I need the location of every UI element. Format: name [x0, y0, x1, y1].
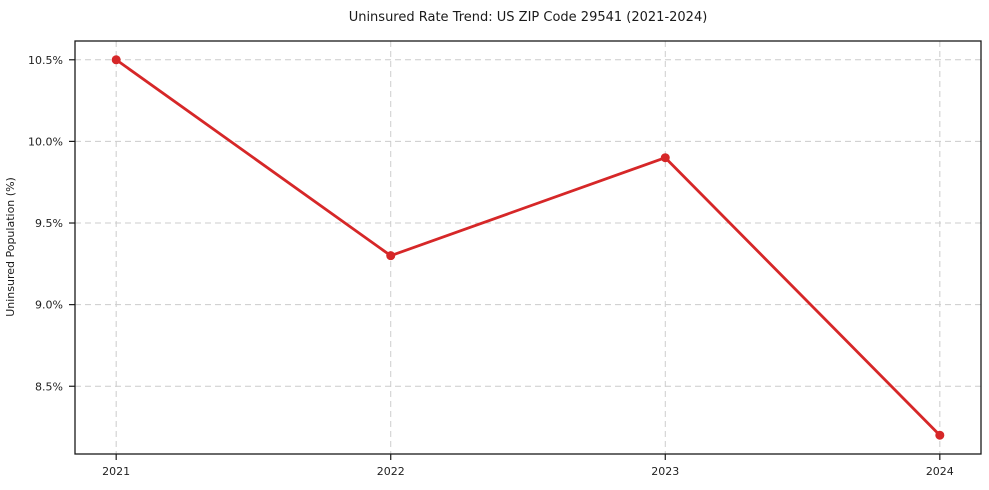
trend-line — [114, 58, 942, 437]
series-layer — [111, 55, 945, 440]
y-tick-label: 10.0% — [28, 135, 63, 148]
y-axis-label: Uninsured Population (%) — [4, 177, 17, 317]
y-tick-label: 9.5% — [35, 217, 63, 230]
plot-frame — [74, 40, 982, 455]
data-point-marker — [660, 153, 670, 163]
x-tick-label: 2021 — [102, 465, 130, 478]
axis-layer: 8.5% 9.0% 9.5% 10.0% 10.5% 2021 2022 2023 2024 — [28, 40, 982, 478]
x-tick-label: 2023 — [651, 465, 679, 478]
grid-layer — [75, 41, 981, 454]
data-point-marker — [386, 251, 396, 261]
y-tick-label: 8.5% — [35, 380, 63, 393]
y-tick-label: 9.0% — [35, 299, 63, 312]
chart-title: Uninsured Rate Trend: US ZIP Code 29541 … — [349, 10, 708, 25]
data-point-marker — [111, 55, 121, 65]
x-tick-label: 2024 — [926, 465, 954, 478]
data-point-marker — [935, 430, 945, 440]
x-tick-label: 2022 — [377, 465, 405, 478]
y-tick-label: 10.5% — [28, 54, 63, 67]
